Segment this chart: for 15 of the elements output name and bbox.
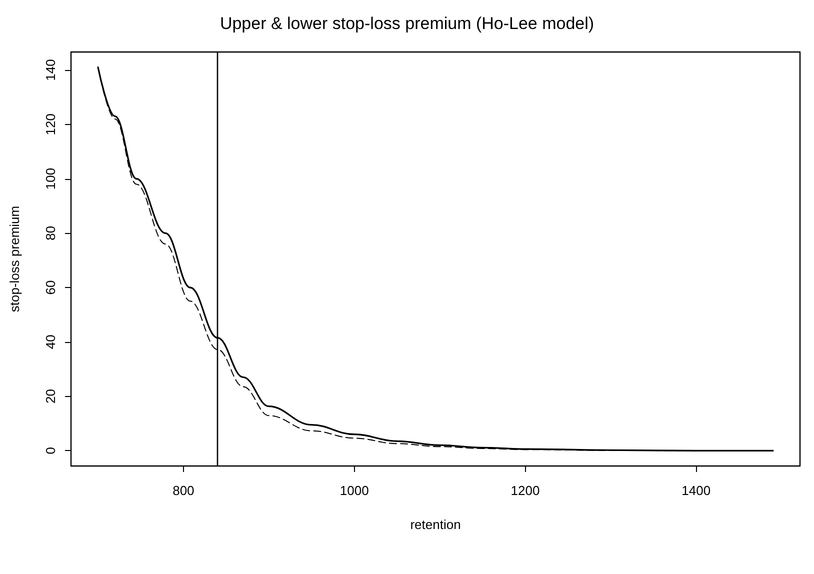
y-axis-title: stop-loss premium xyxy=(7,206,22,312)
y-tick-label: 60 xyxy=(43,280,58,295)
y-tick-label: 140 xyxy=(43,59,58,81)
x-axis-title: retention xyxy=(410,517,461,532)
x-tick-label: 1400 xyxy=(682,483,711,498)
y-tick-label: 80 xyxy=(43,226,58,240)
x-tick-label: 800 xyxy=(172,483,194,498)
y-tick-label: 20 xyxy=(43,389,58,404)
y-tick-label: 40 xyxy=(43,334,58,350)
y-tick-label: 0 xyxy=(43,447,58,454)
x-tick-label: 1000 xyxy=(340,483,369,498)
x-tick-label: 1200 xyxy=(510,483,540,498)
y-tick-label: 120 xyxy=(43,114,58,136)
y-tick-label: 100 xyxy=(43,168,58,190)
chart-title: Upper & lower stop-loss premium (Ho-Lee model) xyxy=(220,14,594,33)
